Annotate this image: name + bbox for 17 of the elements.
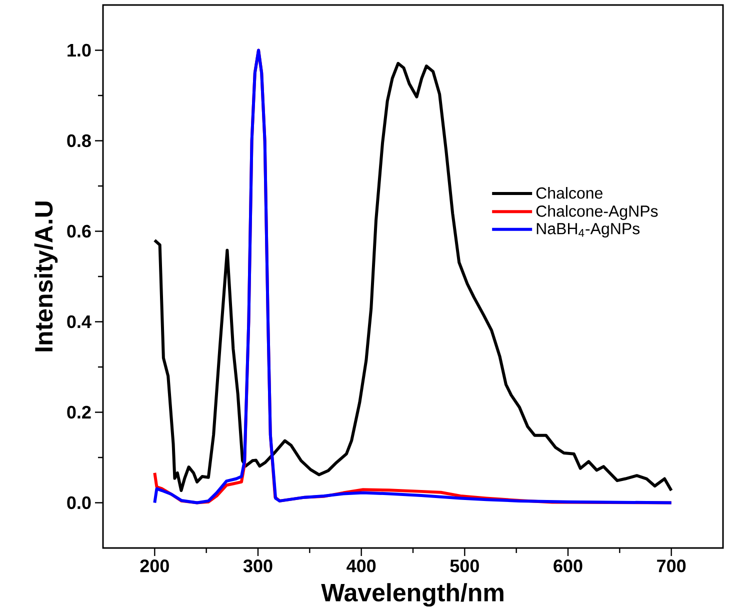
legend-label: NaBH$_{4}$-AgNPs — [536, 223, 640, 238]
y-tick-label: 0.6 — [67, 224, 91, 238]
legend-label: Chalcone-AgNPs — [536, 205, 658, 220]
x-tick-label: 700 — [657, 560, 686, 572]
y-tick-label: 0.4 — [67, 315, 92, 328]
x-tick-label: 300 — [243, 560, 272, 572]
x-tick-label: 600 — [554, 560, 582, 572]
y-tick-label: 0.0 — [67, 496, 91, 510]
x-tick-label: 200 — [140, 560, 169, 572]
legend-label: Chalcone — [536, 187, 602, 199]
x-axis-title: Wavelength/nm — [321, 583, 504, 607]
y-axis-title: Intensity/A.U — [34, 202, 58, 352]
x-tick-label: 400 — [346, 560, 376, 572]
y-tick-label: 1.0 — [68, 44, 91, 57]
y-tick-label: 0.8 — [67, 134, 91, 148]
x-tick-label: 500 — [450, 560, 479, 572]
y-tick-label: 0.2 — [67, 406, 91, 419]
